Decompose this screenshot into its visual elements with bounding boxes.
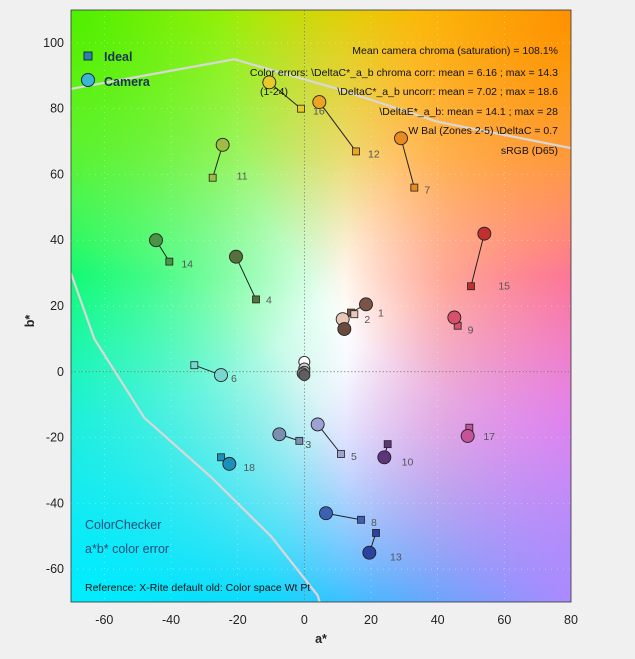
camera-point-16 — [262, 75, 277, 90]
delta-e-annotation: \DeltaE*_a_b: mean = 14.1 ; max = 28 — [379, 106, 558, 118]
camera-point-5 — [310, 417, 325, 432]
patch-label-16: 16 — [313, 106, 325, 118]
y-tick-label: 60 — [50, 167, 64, 181]
patch-label-6: 6 — [231, 373, 237, 385]
error-line-15 — [470, 233, 485, 287]
camera-point-7 — [394, 131, 408, 146]
color-space-annotation: sRGB (D65) — [501, 145, 558, 157]
camera-point-18 — [222, 456, 237, 471]
patch-range-annotation: (1-24) — [260, 86, 288, 98]
patch-label-2: 2 — [364, 314, 370, 326]
error-line-7 — [400, 138, 415, 188]
patch-label-1: 1 — [378, 308, 384, 320]
x-tick-label: 20 — [364, 613, 378, 627]
patch-label-12: 12 — [368, 148, 380, 160]
y-axis-label: b* — [23, 315, 37, 328]
camera-point-13 — [362, 545, 377, 560]
plot-frame — [70, 9, 572, 603]
patch-label-11: 11 — [237, 171, 248, 183]
camera-point-10 — [377, 450, 392, 465]
y-tick-label: -20 — [46, 431, 64, 445]
y-tick-label: 0 — [57, 365, 64, 379]
ideal-point-8 — [357, 515, 365, 524]
uncorr-annotation: \DeltaC*_a_b uncorr: mean = 7.02 ; max =… — [337, 86, 558, 98]
ideal-point-6 — [190, 361, 199, 370]
x-tick-label: 0 — [301, 613, 308, 627]
legend-camera-marker — [81, 73, 95, 87]
srgb-gamut-lower-boundary — [71, 272, 321, 602]
camera-point-1 — [359, 297, 373, 312]
white-balance-annotation: W Bal (Zones 2-5) \DeltaC = 0.7 — [408, 125, 558, 137]
stats-annotations: Mean camera chroma (saturation) = 108.1%… — [250, 45, 558, 157]
camera-point-14 — [149, 233, 163, 248]
ideal-point-15 — [467, 282, 475, 291]
x-tick-label: 80 — [564, 613, 578, 627]
legend: Ideal Camera — [81, 50, 151, 89]
legend-ideal-label: Ideal — [104, 50, 133, 64]
x-tick-label: 60 — [497, 613, 511, 627]
y-tick-label: 80 — [50, 102, 64, 116]
camera-point-12 — [312, 95, 327, 110]
patch-label-14: 14 — [181, 259, 193, 271]
ideal-point-14 — [165, 257, 174, 266]
chart-title-line1: ColorChecker — [85, 518, 161, 532]
y-tick-label: 40 — [50, 233, 64, 247]
ideal-point-12 — [352, 147, 360, 156]
x-tick-label: -40 — [162, 613, 180, 627]
x-tick-label: -60 — [95, 613, 113, 627]
camera-point-6 — [214, 368, 228, 383]
camera-point-2b — [337, 322, 352, 336]
chart-title-line2: a*b* color error — [85, 542, 169, 556]
error-line-4 — [235, 256, 257, 300]
reference-note: Reference: X-Rite default old: Color spa… — [85, 582, 310, 594]
camera-point-15 — [477, 226, 492, 241]
camera-point-11 — [215, 137, 230, 152]
camera-point-3 — [272, 427, 287, 442]
patch-label-18: 18 — [243, 462, 255, 474]
ideal-point-18 — [217, 453, 225, 462]
chroma-error-annotation: Color errors: \DeltaC*_a_b chroma corr: … — [250, 67, 558, 79]
ideal-point-16 — [297, 104, 305, 113]
patch-label-4: 4 — [266, 294, 272, 306]
ideal-point-13 — [372, 529, 380, 537]
ideal-point-7 — [410, 183, 419, 192]
ideal-point-10 — [383, 440, 392, 449]
chroma-annotation: Mean camera chroma (saturation) = 108.1% — [352, 45, 558, 57]
legend-ideal-marker — [83, 51, 93, 61]
y-tick-label: 20 — [50, 299, 64, 313]
neutral-camera-point — [298, 369, 311, 382]
camera-point-9 — [447, 310, 462, 325]
srgb-gamut-upper-boundary — [71, 58, 571, 150]
legend-camera-label: Camera — [104, 75, 151, 89]
camera-point-4 — [229, 249, 243, 264]
ideal-point-4 — [252, 295, 260, 304]
patch-label-7: 7 — [424, 185, 430, 197]
y-tick-label: -40 — [46, 496, 64, 510]
camera-point-8 — [319, 506, 333, 521]
patch-label-13: 13 — [390, 552, 402, 564]
y-tick-label: -60 — [46, 562, 64, 576]
ideal-point-3 — [295, 436, 304, 445]
patch-label-9: 9 — [468, 325, 474, 337]
camera-point-17 — [460, 428, 475, 443]
patch-label-10: 10 — [402, 456, 414, 468]
patch-label-5: 5 — [351, 451, 357, 463]
x-tick-label: 40 — [431, 613, 445, 627]
patch-label-17: 17 — [483, 431, 495, 443]
y-tick-label: 100 — [43, 36, 64, 50]
ideal-point-2 — [350, 310, 359, 319]
x-tick-label: -20 — [229, 613, 247, 627]
x-axis-label: a* — [315, 632, 327, 646]
error-line-12 — [318, 101, 357, 152]
patch-label-15: 15 — [498, 280, 510, 292]
ideal-point-11 — [208, 173, 217, 182]
patch-label-3: 3 — [305, 439, 311, 451]
ideal-point-5 — [337, 450, 345, 458]
patch-label-8: 8 — [371, 517, 377, 529]
